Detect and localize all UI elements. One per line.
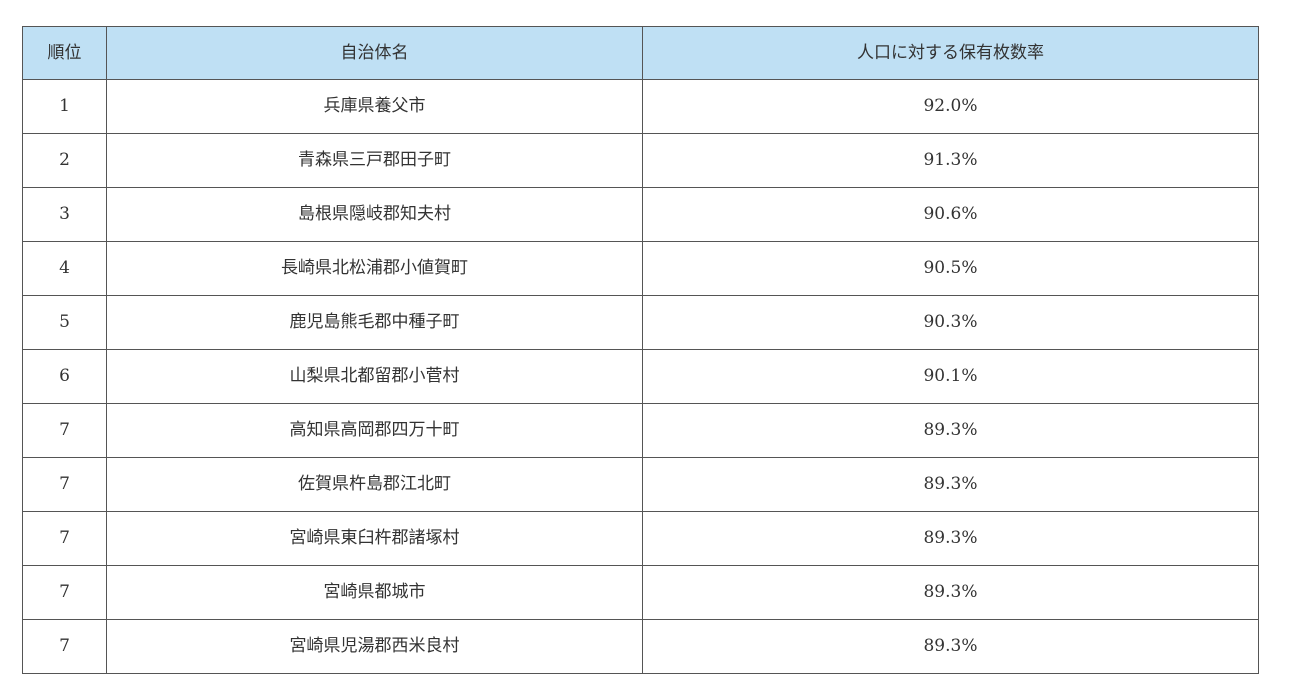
rate-cell: 91.3%	[642, 133, 1259, 188]
header-rank: 順位	[22, 26, 107, 80]
table-header: 順位 自治体名 人口に対する保有枚数率	[22, 26, 1259, 80]
rank-cell: 3	[22, 187, 107, 242]
municipality-cell: 宮崎県都城市	[106, 565, 643, 620]
municipality-cell: 佐賀県杵島郡江北町	[106, 457, 643, 512]
rank-cell: 5	[22, 295, 107, 350]
rank-cell: 1	[22, 79, 107, 134]
rate-cell: 89.3%	[642, 457, 1259, 512]
header-ownership-rate: 人口に対する保有枚数率	[642, 26, 1259, 80]
rank-cell: 6	[22, 349, 107, 404]
table-row: 2 青森県三戸郡田子町 91.3%	[22, 133, 1259, 188]
rank-cell: 2	[22, 133, 107, 188]
table-row: 4 長崎県北松浦郡小値賀町 90.5%	[22, 241, 1259, 296]
municipality-cell: 兵庫県養父市	[106, 79, 643, 134]
table-row: 7 佐賀県杵島郡江北町 89.3%	[22, 457, 1259, 512]
rank-cell: 7	[22, 511, 107, 566]
rate-cell: 89.3%	[642, 403, 1259, 458]
municipality-cell: 宮崎県児湯郡西米良村	[106, 619, 643, 674]
table-row: 7 宮崎県都城市 89.3%	[22, 565, 1259, 620]
header-row: 順位 自治体名 人口に対する保有枚数率	[22, 26, 1259, 80]
table-row: 6 山梨県北都留郡小菅村 90.1%	[22, 349, 1259, 404]
rate-cell: 90.3%	[642, 295, 1259, 350]
rate-cell: 89.3%	[642, 511, 1259, 566]
rank-cell: 7	[22, 403, 107, 458]
rank-cell: 7	[22, 619, 107, 674]
municipality-cell: 宮崎県東臼杵郡諸塚村	[106, 511, 643, 566]
rate-cell: 90.5%	[642, 241, 1259, 296]
municipality-cell: 青森県三戸郡田子町	[106, 133, 643, 188]
table-row: 7 宮崎県児湯郡西米良村 89.3%	[22, 619, 1259, 674]
table-row: 3 島根県隠岐郡知夫村 90.6%	[22, 187, 1259, 242]
header-municipality: 自治体名	[106, 26, 643, 80]
rate-cell: 90.6%	[642, 187, 1259, 242]
table-body: 1 兵庫県養父市 92.0% 2 青森県三戸郡田子町 91.3% 3 島根県隠岐…	[22, 79, 1259, 674]
municipality-cell: 高知県高岡郡四万十町	[106, 403, 643, 458]
rank-cell: 7	[22, 565, 107, 620]
table-row: 7 宮崎県東臼杵郡諸塚村 89.3%	[22, 511, 1259, 566]
municipality-cell: 山梨県北都留郡小菅村	[106, 349, 643, 404]
rate-cell: 90.1%	[642, 349, 1259, 404]
rank-cell: 7	[22, 457, 107, 512]
rate-cell: 92.0%	[642, 79, 1259, 134]
municipality-cell: 長崎県北松浦郡小値賀町	[106, 241, 643, 296]
table-row: 1 兵庫県養父市 92.0%	[22, 79, 1259, 134]
rank-cell: 4	[22, 241, 107, 296]
table-row: 5 鹿児島熊毛郡中種子町 90.3%	[22, 295, 1259, 350]
rate-cell: 89.3%	[642, 565, 1259, 620]
table-row: 7 高知県高岡郡四万十町 89.3%	[22, 403, 1259, 458]
ranking-table: 順位 自治体名 人口に対する保有枚数率 1 兵庫県養父市 92.0% 2 青森県…	[22, 26, 1259, 674]
municipality-cell: 島根県隠岐郡知夫村	[106, 187, 643, 242]
rate-cell: 89.3%	[642, 619, 1259, 674]
municipality-cell: 鹿児島熊毛郡中種子町	[106, 295, 643, 350]
